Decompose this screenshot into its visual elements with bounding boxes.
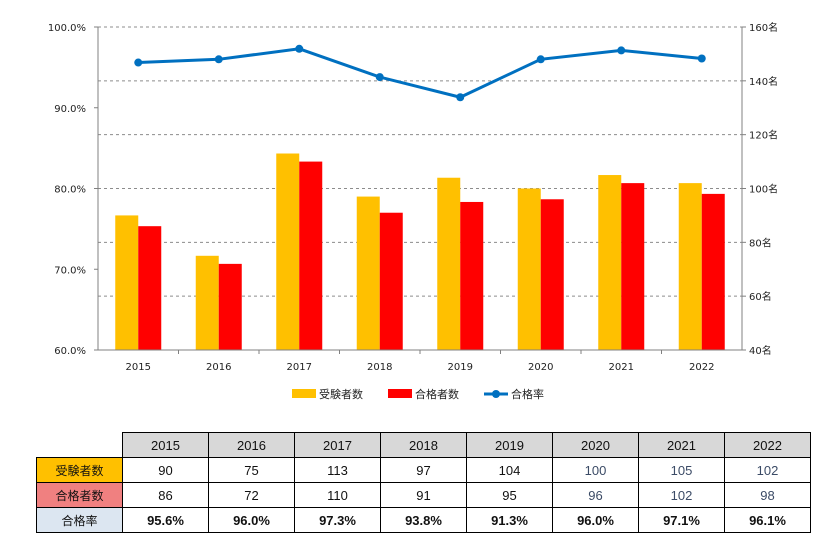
bars — [115, 153, 725, 350]
table-cell: 98 — [724, 482, 811, 508]
bar-passers — [701, 193, 725, 350]
bar-applicants — [276, 153, 300, 350]
table-cell: 104 — [466, 457, 553, 483]
year-header: 2021 — [638, 432, 725, 458]
left-tick-label: 100.0% — [48, 23, 86, 34]
table-row: 合格率 95.6% 96.0% 97.3% 93.8% 91.3% 96.0% … — [36, 507, 811, 533]
x-tick-label: 2017 — [287, 362, 312, 373]
left-tick-label: 90.0% — [54, 104, 86, 115]
row-label-applicants: 受験者数 — [36, 457, 123, 483]
bar-passers — [138, 226, 162, 350]
table-cell: 105 — [638, 457, 725, 483]
right-tick-label: 100名 — [749, 183, 778, 196]
x-tick-label: 2016 — [206, 362, 231, 373]
year-header: 2017 — [294, 432, 381, 458]
x-tick-label: 2018 — [367, 362, 392, 373]
bar-applicants — [115, 215, 139, 350]
legend: 受験者数 合格者数 合格率 — [292, 387, 544, 401]
year-header: 2016 — [208, 432, 295, 458]
bar-applicants — [356, 196, 380, 350]
rate-line-path — [138, 47, 702, 99]
bar-passers — [460, 201, 484, 350]
legend-label-passers: 合格者数 — [415, 387, 459, 401]
table-row: 合格者数 86 72 110 91 95 96 102 98 — [36, 482, 811, 508]
bar-passers — [218, 263, 242, 350]
year-header: 2020 — [552, 432, 639, 458]
rate-point — [536, 55, 545, 64]
bar-applicants — [437, 177, 461, 350]
left-tick-label: 80.0% — [54, 185, 86, 196]
table-cell: 102 — [724, 457, 811, 483]
table-cell: 75 — [208, 457, 295, 483]
data-table: 2015 2016 2017 2018 2019 2020 2021 2022 … — [36, 432, 811, 533]
bar-passers — [299, 161, 323, 350]
table-cell: 72 — [208, 482, 295, 508]
table-header-row: 2015 2016 2017 2018 2019 2020 2021 2022 — [37, 432, 811, 458]
table-cell: 100 — [552, 457, 639, 483]
combo-chart: 60.0% 70.0% 80.0% 90.0% 100.0% 40名 60名 80名 100名 1… — [48, 21, 778, 401]
legend-swatch-passers — [388, 389, 412, 398]
table-cell: 90 — [122, 457, 209, 483]
legend-label-applicants: 受験者数 — [319, 387, 363, 401]
x-tick-label: 2019 — [448, 362, 473, 373]
row-label-passers: 合格者数 — [36, 482, 123, 508]
bar-applicants — [517, 188, 541, 350]
right-tick-label: 40名 — [749, 344, 772, 357]
rate-point — [456, 93, 465, 102]
table-cell: 97.3% — [294, 507, 381, 533]
table-row: 受験者数 90 75 113 97 104 100 105 102 — [36, 457, 811, 483]
left-tick-label: 60.0% — [54, 346, 86, 357]
x-tick-label: 2021 — [609, 362, 634, 373]
x-tick-label: 2020 — [528, 362, 553, 373]
table-cell: 95 — [466, 482, 553, 508]
table-cell: 86 — [122, 482, 209, 508]
rate-point — [214, 55, 223, 64]
table-cell: 113 — [294, 457, 381, 483]
right-tick-label: 60名 — [749, 290, 772, 303]
rate-point — [134, 58, 143, 67]
bar-passers — [621, 183, 645, 350]
table-cell: 96.0% — [208, 507, 295, 533]
table-cell: 110 — [294, 482, 381, 508]
year-header: 2022 — [724, 432, 811, 458]
year-header: 2018 — [380, 432, 467, 458]
year-header: 2015 — [122, 432, 209, 458]
table-cell: 96.1% — [724, 507, 811, 533]
rate-point — [617, 46, 626, 55]
table-cell: 102 — [638, 482, 725, 508]
left-tick-label: 70.0% — [54, 265, 86, 276]
x-tick-label: 2022 — [689, 362, 714, 373]
bar-applicants — [195, 255, 219, 350]
x-tick-label: 2015 — [126, 362, 151, 373]
legend-marker-rate — [492, 390, 500, 398]
right-tick-label: 140名 — [749, 75, 778, 88]
legend-swatch-applicants — [292, 389, 316, 398]
table-cell: 96 — [552, 482, 639, 508]
bar-passers — [379, 212, 403, 350]
table-cell: 93.8% — [380, 507, 467, 533]
row-label-rate: 合格率 — [36, 507, 123, 533]
table-cell: 91 — [380, 482, 467, 508]
right-tick-label: 120名 — [749, 129, 778, 142]
year-header: 2019 — [466, 432, 553, 458]
rate-point — [375, 73, 384, 82]
table-cell: 97.1% — [638, 507, 725, 533]
table-cell: 96.0% — [552, 507, 639, 533]
table-cell: 95.6% — [122, 507, 209, 533]
bar-applicants — [678, 183, 702, 350]
right-tick-label: 80名 — [749, 236, 772, 249]
rate-point — [697, 54, 706, 63]
bar-applicants — [598, 175, 622, 350]
axes: 60.0% 70.0% 80.0% 90.0% 100.0% 40名 60名 80名 100名 1… — [48, 21, 778, 373]
rate-line — [134, 44, 706, 102]
table-cell: 97 — [380, 457, 467, 483]
rate-point — [295, 44, 304, 53]
table-corner — [37, 433, 123, 458]
table-cell: 91.3% — [466, 507, 553, 533]
gridlines — [98, 26, 742, 297]
bar-passers — [540, 199, 564, 350]
right-tick-label: 160名 — [749, 21, 778, 34]
legend-label-rate: 合格率 — [511, 387, 544, 401]
